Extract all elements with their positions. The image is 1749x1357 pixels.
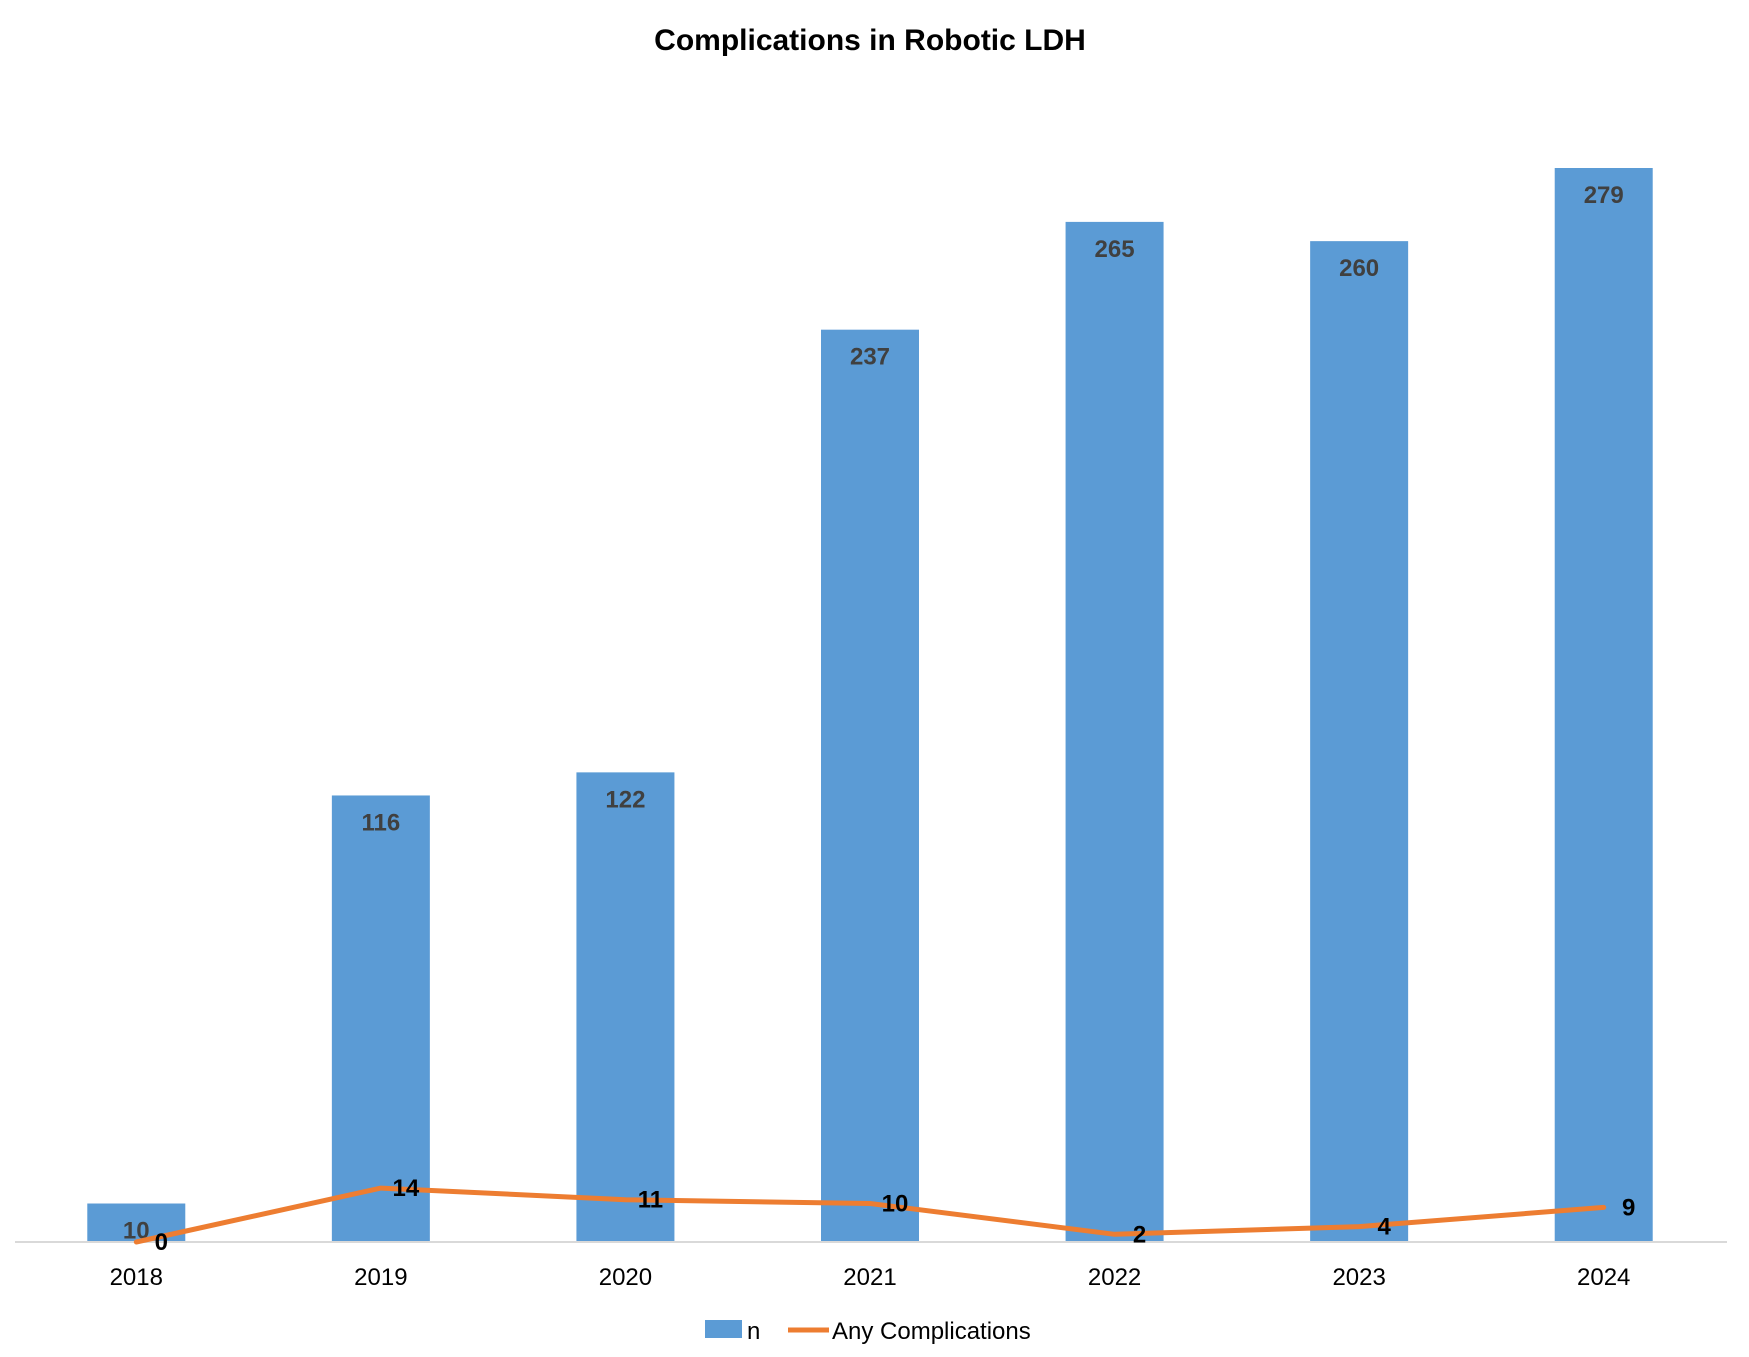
line-value-label-2024: 9: [1622, 1194, 1635, 1221]
x-tick-label-2022: 2022: [1088, 1264, 1141, 1291]
legend-label-n: n: [747, 1318, 760, 1345]
x-axis-ticks: 2018 2019 2020 2021 2022 2023 2024: [110, 1264, 1631, 1291]
x-tick-label-2018: 2018: [110, 1264, 163, 1291]
legend: n Any Complications: [705, 1318, 1031, 1345]
bar-2019: [331, 795, 430, 1242]
bars-layer: 10 116 122 237 265 260 279: [87, 168, 1653, 1245]
line-value-label-2021: 10: [882, 1191, 909, 1218]
line-value-label-2020: 11: [638, 1187, 663, 1214]
legend-label-any-complications: Any Complications: [832, 1318, 1031, 1345]
x-tick-label-2019: 2019: [354, 1264, 407, 1291]
bar-2024: [1554, 168, 1653, 1242]
line-value-label-2018: 0: [155, 1229, 168, 1256]
x-tick-label-2024: 2024: [1577, 1264, 1630, 1291]
bar-value-label-2024: 279: [1584, 182, 1624, 209]
bar-2022: [1065, 221, 1164, 1243]
bar-value-label-2023: 260: [1339, 255, 1379, 282]
bar-2023: [1310, 241, 1409, 1243]
x-tick-label-2021: 2021: [843, 1264, 896, 1291]
legend-swatch-n: [705, 1320, 742, 1338]
line-value-label-2023: 4: [1377, 1214, 1391, 1241]
bar-value-label-2019: 116: [361, 809, 400, 836]
x-tick-label-2023: 2023: [1332, 1264, 1385, 1291]
line-value-label-2022: 2: [1133, 1221, 1146, 1248]
chart-title: Complications in Robotic LDH: [654, 24, 1086, 57]
x-tick-label-2020: 2020: [599, 1264, 652, 1291]
bar-2020: [576, 772, 675, 1242]
line-layer: 0 14 11 10 2 4 9: [133, 1175, 1635, 1256]
line-value-label-2019: 14: [393, 1175, 420, 1202]
bar-2021: [821, 329, 919, 1242]
bar-value-label-2021: 237: [850, 344, 890, 371]
bar-value-label-2020: 122: [605, 786, 645, 813]
bar-value-label-2022: 265: [1095, 236, 1135, 263]
